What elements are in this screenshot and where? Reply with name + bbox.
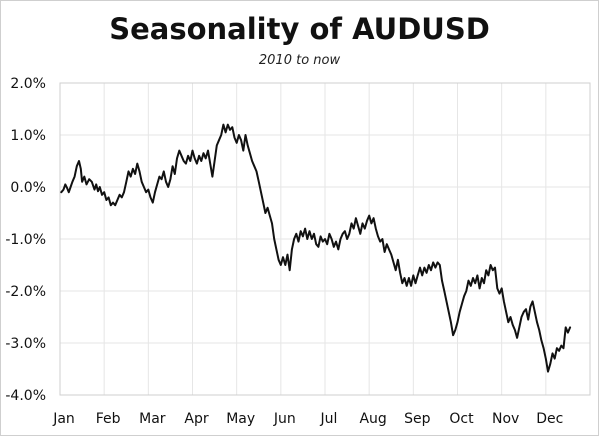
x-tick-label: Jul bbox=[320, 411, 338, 427]
plot-border bbox=[59, 82, 591, 396]
chart-title: Seasonality of AUDUSD bbox=[109, 12, 490, 46]
chart-subtitle: 2010 to now bbox=[259, 53, 341, 68]
y-axis-ticks: 2.0% 1.0% 0.0% -1.0% -2.0% -3.0% -4.0% bbox=[5, 76, 46, 404]
x-tick-label: Mar bbox=[139, 411, 166, 427]
x-tick-label: Aug bbox=[359, 411, 386, 427]
x-tick-label: Oct bbox=[449, 411, 474, 427]
y-tick-label: 0.0% bbox=[10, 180, 46, 196]
x-tick-label: Jun bbox=[273, 411, 296, 427]
x-tick-label: May bbox=[226, 411, 255, 427]
x-tick-label: Apr bbox=[184, 411, 208, 427]
y-tick-label: -3.0% bbox=[5, 336, 46, 352]
x-tick-label: Jan bbox=[52, 411, 75, 427]
x-tick-label: Sep bbox=[404, 411, 431, 427]
y-tick-label: -4.0% bbox=[5, 388, 46, 404]
series-line-audusd bbox=[60, 123, 572, 373]
y-tick-label: -2.0% bbox=[5, 284, 46, 300]
x-tick-label: Feb bbox=[96, 411, 121, 427]
y-tick-label: 2.0% bbox=[10, 76, 46, 92]
y-tick-label: 1.0% bbox=[10, 128, 46, 144]
y-tick-label: -1.0% bbox=[5, 232, 46, 248]
x-tick-label: Nov bbox=[492, 411, 519, 427]
x-tick-label: Dec bbox=[536, 411, 563, 427]
x-axis-ticks: Jan Feb Mar Apr May Jun Jul Aug Sep Oct Nov Dec bbox=[52, 411, 563, 427]
